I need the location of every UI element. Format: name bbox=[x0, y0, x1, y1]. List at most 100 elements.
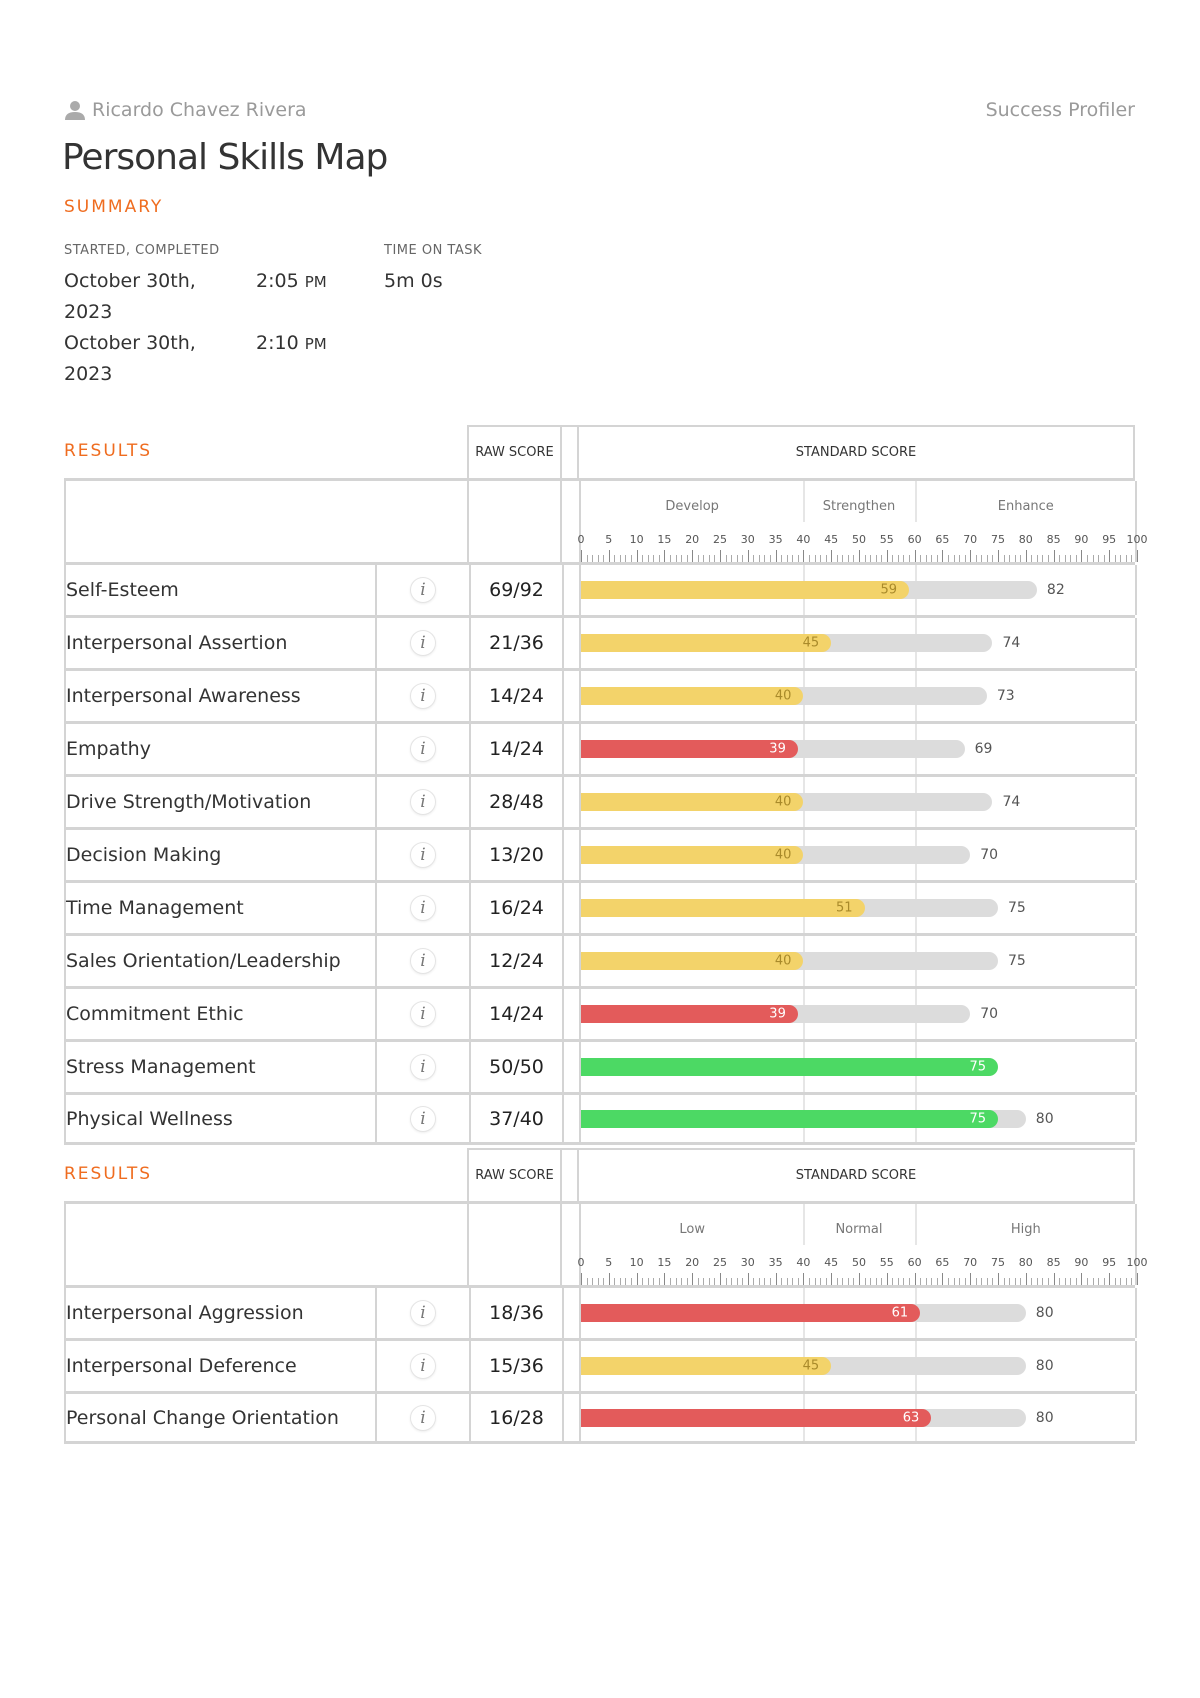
tick-mark bbox=[686, 1278, 688, 1285]
tick-mark bbox=[864, 1278, 866, 1285]
tick-mark bbox=[736, 1278, 738, 1285]
table-row: Interpersonal Deference i 15/36 80 45 bbox=[64, 1338, 1137, 1391]
info-icon[interactable]: i bbox=[410, 842, 436, 868]
raw-score-header: RAW SCORE bbox=[467, 1148, 560, 1201]
results-section: RESULTS RAW SCORE STANDARD SCORE Develop Str… bbox=[64, 425, 1148, 1145]
tick-label: 75 bbox=[991, 533, 1005, 546]
tick-mark bbox=[959, 555, 961, 562]
score-bar-cell: 75 bbox=[579, 1042, 1137, 1092]
standard-score-header: STANDARD SCORE bbox=[577, 425, 1135, 478]
info-icon[interactable]: i bbox=[410, 1300, 436, 1326]
info-icon[interactable]: i bbox=[410, 1353, 436, 1379]
info-icon[interactable]: i bbox=[410, 577, 436, 603]
score-bar-cell: 80 61 bbox=[579, 1288, 1137, 1338]
tick-mark bbox=[953, 1278, 955, 1285]
tick-label: 90 bbox=[1074, 1256, 1089, 1269]
tick-mark bbox=[903, 1278, 905, 1285]
raw-score: 37/40 bbox=[469, 1095, 562, 1142]
score-label: 40 bbox=[774, 953, 792, 969]
tick-mark bbox=[925, 555, 927, 562]
tick-mark bbox=[631, 1278, 633, 1285]
tick-mark bbox=[870, 555, 872, 562]
tick-mark bbox=[592, 1278, 594, 1285]
tick-mark bbox=[775, 550, 777, 562]
summary-heading: SUMMARY bbox=[64, 197, 164, 217]
tick-mark bbox=[1114, 555, 1116, 562]
raw-score: 16/28 bbox=[469, 1394, 562, 1441]
spacer bbox=[562, 618, 579, 668]
tick-mark bbox=[953, 555, 955, 562]
tick-mark bbox=[936, 555, 938, 562]
tick-mark bbox=[1048, 555, 1050, 562]
range-end-label: 80 bbox=[1035, 1305, 1054, 1321]
info-icon[interactable]: i bbox=[410, 736, 436, 762]
tick-mark bbox=[1125, 1278, 1127, 1285]
tick-label: 70 bbox=[963, 533, 978, 546]
band-divider bbox=[803, 481, 806, 522]
spacer bbox=[562, 830, 579, 880]
info-icon[interactable]: i bbox=[410, 630, 436, 656]
tick-label: 80 bbox=[1018, 1256, 1033, 1269]
info-icon[interactable]: i bbox=[410, 789, 436, 815]
tick-mark bbox=[758, 1278, 760, 1285]
table-row: Self-Esteem i 69/92 82 59 bbox=[64, 562, 1137, 615]
tick-mark bbox=[725, 1278, 727, 1285]
score-bar-cell: 80 63 bbox=[579, 1394, 1137, 1441]
spacer bbox=[562, 1095, 579, 1142]
skill-name: Interpersonal Aggression bbox=[66, 1302, 304, 1324]
table-row: Sales Orientation/Leadership i 12/24 75 40 bbox=[64, 933, 1137, 986]
tick-mark bbox=[1020, 555, 1022, 562]
tick-mark bbox=[581, 1273, 582, 1285]
tick-mark bbox=[742, 1278, 744, 1285]
tick-mark bbox=[1137, 1273, 1138, 1285]
tick-mark bbox=[714, 555, 716, 562]
tick-mark bbox=[697, 1278, 699, 1285]
tick-mark bbox=[1025, 1273, 1027, 1285]
info-icon[interactable]: i bbox=[410, 948, 436, 974]
info-icon[interactable]: i bbox=[410, 1404, 436, 1431]
info-icon[interactable]: i bbox=[410, 1001, 436, 1027]
info-cell: i bbox=[375, 1288, 469, 1338]
info-icon[interactable]: i bbox=[410, 683, 436, 709]
tick-mark bbox=[1103, 1278, 1105, 1285]
tick-mark bbox=[931, 555, 933, 562]
tick-mark bbox=[1009, 555, 1011, 562]
tick-mark bbox=[653, 1278, 655, 1285]
info-icon[interactable]: i bbox=[410, 1054, 436, 1080]
score-bar-cell: 74 45 bbox=[579, 618, 1137, 668]
tick-mark bbox=[853, 555, 855, 562]
tick-mark bbox=[1070, 555, 1072, 562]
tick-mark bbox=[909, 1278, 911, 1285]
raw-score: 21/36 bbox=[469, 618, 562, 668]
tick-mark bbox=[692, 1273, 694, 1285]
tick-label: 40 bbox=[796, 533, 811, 546]
info-cell: i bbox=[375, 1042, 469, 1092]
spacer bbox=[560, 1148, 577, 1201]
tick-mark bbox=[1009, 1278, 1011, 1285]
tick-mark bbox=[970, 1273, 972, 1285]
spacer bbox=[562, 1042, 579, 1092]
raw-score: 14/24 bbox=[469, 724, 562, 774]
score-bar-cell: 74 40 bbox=[579, 777, 1137, 827]
skill-name: Commitment Ethic bbox=[66, 1003, 244, 1025]
divider bbox=[467, 1204, 469, 1285]
score-bar bbox=[581, 1109, 998, 1128]
info-icon[interactable]: i bbox=[410, 1105, 436, 1132]
tick-mark bbox=[764, 1278, 766, 1285]
tick-mark bbox=[619, 555, 621, 562]
results-header: RESULTS RAW SCORE STANDARD SCORE bbox=[64, 425, 1135, 478]
tick-mark bbox=[647, 1278, 649, 1285]
score-label: 61 bbox=[891, 1305, 909, 1321]
completed-ampm: PM bbox=[304, 335, 327, 353]
tick-label: 60 bbox=[907, 1256, 922, 1269]
score-bar bbox=[581, 846, 804, 864]
tick-label: 35 bbox=[768, 1256, 783, 1269]
score-bar-cell: 82 59 bbox=[579, 565, 1137, 615]
tick-label: 100 bbox=[1126, 1256, 1148, 1269]
tick-mark bbox=[1064, 1278, 1066, 1285]
score-label: 40 bbox=[774, 794, 792, 810]
range-end-label: 73 bbox=[996, 688, 1015, 704]
score-bar bbox=[581, 952, 804, 970]
tick-mark bbox=[853, 1278, 855, 1285]
info-icon[interactable]: i bbox=[410, 895, 436, 921]
